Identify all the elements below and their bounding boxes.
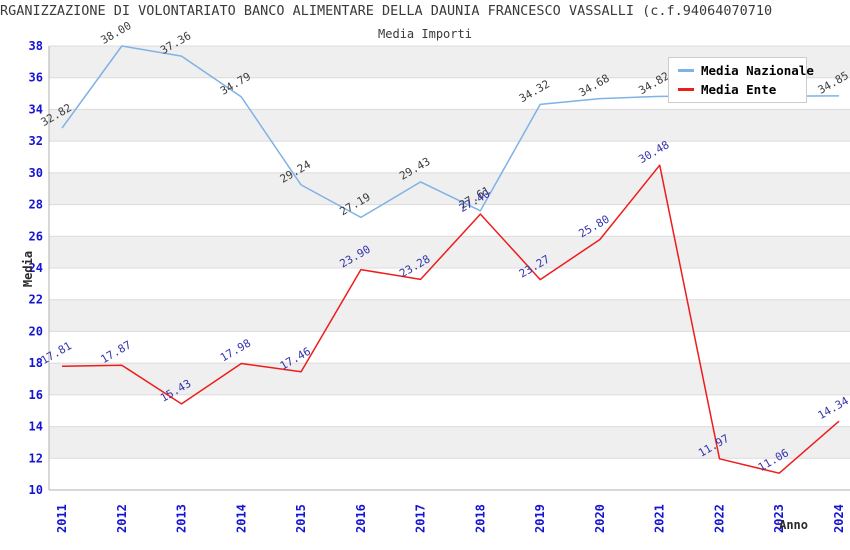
svg-text:30.48: 30.48 xyxy=(636,138,671,166)
svg-text:2011: 2011 xyxy=(55,504,69,533)
svg-text:2020: 2020 xyxy=(593,504,607,533)
svg-text:30: 30 xyxy=(29,166,43,180)
svg-text:36: 36 xyxy=(29,71,43,85)
svg-text:2022: 2022 xyxy=(713,504,727,533)
svg-text:2018: 2018 xyxy=(473,504,487,533)
svg-text:2015: 2015 xyxy=(294,504,308,533)
svg-text:34.32: 34.32 xyxy=(517,77,552,105)
svg-text:12: 12 xyxy=(29,451,43,465)
legend-label: Media Nazionale xyxy=(701,63,814,78)
svg-text:2024: 2024 xyxy=(832,504,846,533)
svg-text:2023: 2023 xyxy=(772,504,786,533)
svg-text:14: 14 xyxy=(29,420,43,434)
svg-text:34: 34 xyxy=(29,102,43,116)
svg-text:26: 26 xyxy=(29,229,43,243)
svg-text:20: 20 xyxy=(29,324,43,338)
svg-text:2021: 2021 xyxy=(653,504,667,533)
legend-item-media-nazionale: Media Nazionale xyxy=(678,63,814,78)
svg-text:18: 18 xyxy=(29,356,43,370)
svg-text:16: 16 xyxy=(29,388,43,402)
legend: Media Nazionale Media Ente xyxy=(668,57,814,103)
svg-text:38.00: 38.00 xyxy=(98,19,133,47)
svg-text:2013: 2013 xyxy=(175,504,189,533)
plot-bands xyxy=(49,46,850,459)
svg-text:2016: 2016 xyxy=(354,504,368,533)
x-axis-label: Anno xyxy=(779,518,808,532)
plot-gridlines xyxy=(49,45,850,459)
legend-line-marker-ente-icon xyxy=(678,88,694,91)
legend-item-media-ente: Media Ente xyxy=(678,82,798,97)
svg-text:2017: 2017 xyxy=(414,504,428,533)
svg-text:32: 32 xyxy=(29,134,43,148)
y-axis-label: Media xyxy=(21,250,35,288)
svg-text:10: 10 xyxy=(29,483,43,497)
svg-text:24: 24 xyxy=(29,261,43,275)
svg-text:28: 28 xyxy=(29,198,43,212)
svg-text:22: 22 xyxy=(29,293,43,307)
legend-label: Media Ente xyxy=(701,82,777,97)
svg-text:2014: 2014 xyxy=(234,504,248,533)
chart-subtitle: Media Importi xyxy=(378,27,472,41)
chart-title: RGANIZZAZIONE DI VOLONTARIATO BANCO ALIM… xyxy=(0,3,773,19)
svg-text:38: 38 xyxy=(29,39,43,53)
svg-text:17.87: 17.87 xyxy=(98,338,133,366)
svg-text:2019: 2019 xyxy=(533,504,547,533)
svg-text:2012: 2012 xyxy=(115,504,129,533)
svg-text:14.34: 14.34 xyxy=(816,394,850,422)
svg-text:17.98: 17.98 xyxy=(218,337,253,365)
plot-axes xyxy=(48,46,850,491)
legend-line-marker-nazionale-icon xyxy=(678,69,694,72)
